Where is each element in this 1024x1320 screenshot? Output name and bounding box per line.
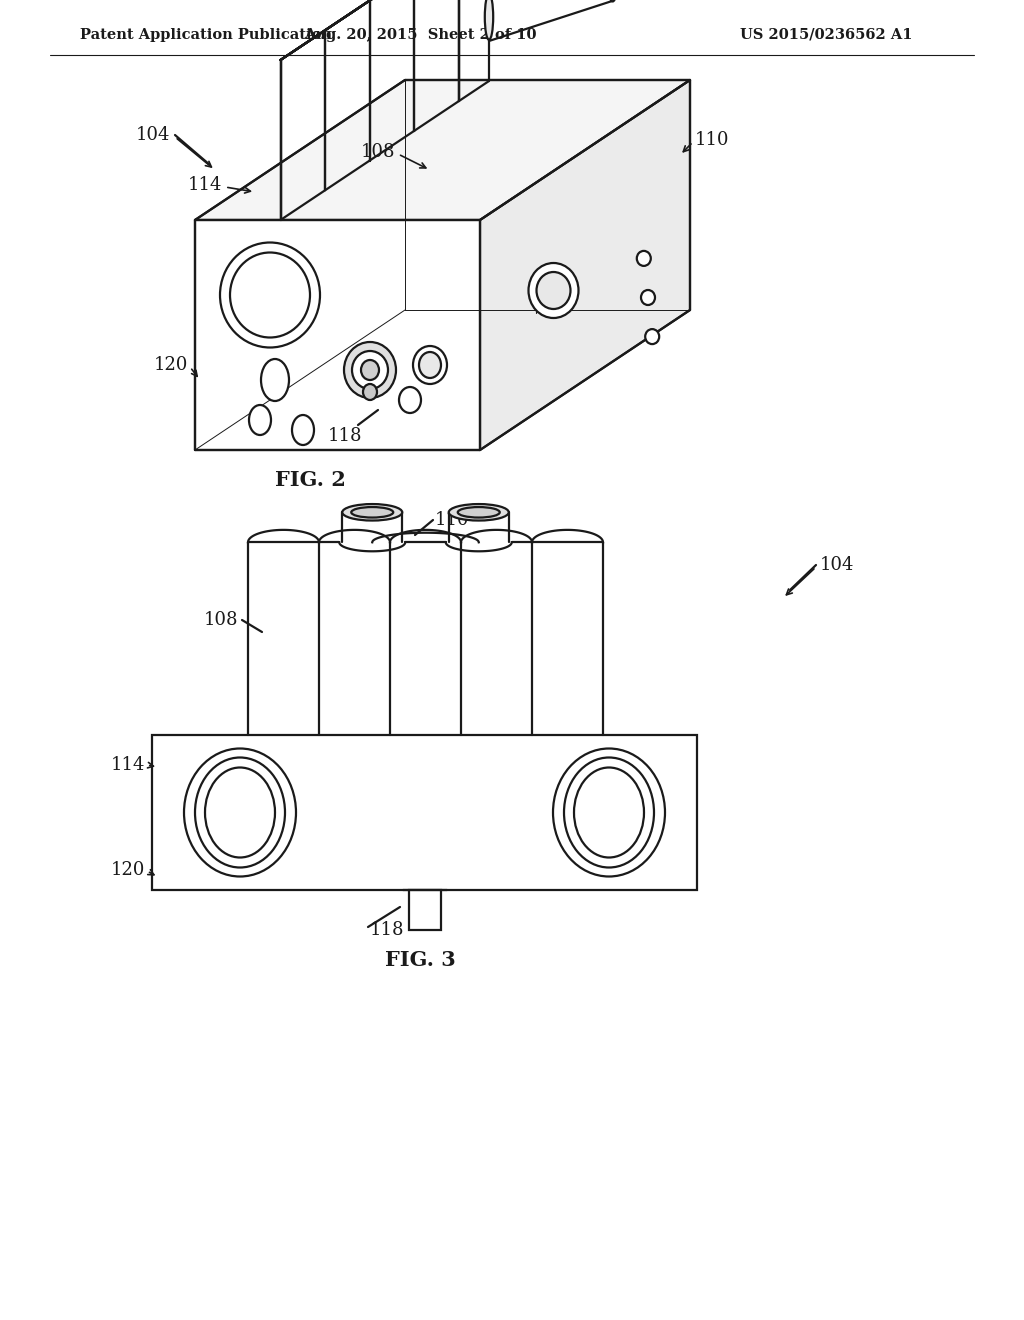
Polygon shape: [195, 220, 480, 450]
Ellipse shape: [553, 748, 665, 876]
Text: Aug. 20, 2015  Sheet 2 of 10: Aug. 20, 2015 Sheet 2 of 10: [304, 28, 537, 42]
Text: 120: 120: [154, 356, 188, 374]
Ellipse shape: [449, 504, 509, 520]
Ellipse shape: [399, 387, 421, 413]
Ellipse shape: [419, 352, 441, 378]
Text: 114: 114: [187, 176, 222, 194]
Ellipse shape: [352, 351, 388, 389]
Ellipse shape: [220, 243, 319, 347]
Ellipse shape: [362, 384, 377, 400]
Polygon shape: [480, 81, 690, 450]
Polygon shape: [281, 0, 489, 59]
Text: 114: 114: [111, 756, 145, 774]
Text: 110: 110: [695, 131, 729, 149]
Ellipse shape: [641, 290, 655, 305]
Text: 118: 118: [370, 921, 404, 939]
Bar: [152, 735, 697, 890]
Text: US 2015/0236562 A1: US 2015/0236562 A1: [740, 28, 912, 42]
Ellipse shape: [344, 342, 396, 399]
Ellipse shape: [351, 507, 393, 517]
Ellipse shape: [458, 507, 500, 517]
Text: 108: 108: [360, 143, 395, 161]
Text: 110: 110: [435, 511, 469, 529]
Ellipse shape: [607, 0, 618, 1]
Text: 104: 104: [820, 556, 854, 574]
Text: 108: 108: [204, 611, 238, 630]
Text: FIG. 2: FIG. 2: [274, 470, 345, 490]
Ellipse shape: [361, 360, 379, 380]
Ellipse shape: [484, 0, 494, 40]
Ellipse shape: [184, 748, 296, 876]
Text: Patent Application Publication: Patent Application Publication: [80, 28, 332, 42]
Polygon shape: [195, 81, 690, 220]
Ellipse shape: [537, 272, 570, 309]
Ellipse shape: [564, 758, 654, 867]
Ellipse shape: [342, 504, 402, 520]
Ellipse shape: [358, 360, 382, 389]
Polygon shape: [281, 0, 459, 59]
Ellipse shape: [292, 414, 314, 445]
Text: 118: 118: [328, 426, 362, 445]
Text: 104: 104: [135, 125, 170, 144]
Ellipse shape: [230, 252, 310, 338]
Text: FIG. 3: FIG. 3: [385, 950, 456, 970]
Ellipse shape: [249, 405, 271, 436]
Ellipse shape: [413, 346, 447, 384]
Ellipse shape: [261, 359, 289, 401]
Text: 120: 120: [111, 861, 145, 879]
Ellipse shape: [645, 329, 659, 345]
Ellipse shape: [195, 758, 285, 867]
Ellipse shape: [637, 251, 651, 265]
Bar: [409, 890, 440, 931]
Ellipse shape: [528, 263, 579, 318]
